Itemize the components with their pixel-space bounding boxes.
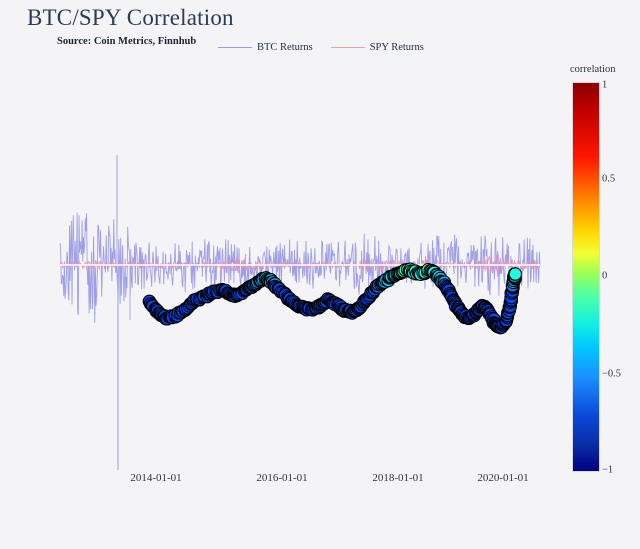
plot-canvas bbox=[59, 155, 541, 470]
colorbar-gradient bbox=[572, 82, 600, 472]
x-tick-label: 2018-01-01 bbox=[372, 472, 424, 484]
legend-item-btc-returns[interactable]: BTC Returns bbox=[218, 42, 313, 53]
legend-item-spy-returns[interactable]: SPY Returns bbox=[330, 41, 424, 53]
page-title: BTC/SPY Correlation bbox=[27, 5, 234, 30]
legend-line-icon bbox=[330, 46, 365, 48]
x-tick-label: 2014-01-01 bbox=[130, 472, 182, 484]
legend-label: BTC Returns bbox=[257, 41, 313, 53]
colorbar: correlation 1 0.5 0 −0.5 −1 bbox=[565, 62, 640, 482]
plot-area bbox=[0, 60, 560, 480]
x-axis: 2014-01-01 2016-01-01 2018-01-01 2020-01… bbox=[0, 472, 560, 492]
x-tick-label: 2016-01-01 bbox=[256, 472, 308, 484]
colorbar-tick-label: 0.5 bbox=[602, 173, 616, 185]
chart-subtitle: Source: Coin Metrics, Finnhub bbox=[57, 36, 197, 47]
chart-legend: BTC Returns SPY Returns bbox=[218, 40, 424, 54]
x-tick-label: 2020-01-01 bbox=[477, 472, 529, 484]
colorbar-tick-label: 1 bbox=[602, 79, 608, 91]
series-correlation-markers bbox=[142, 262, 523, 335]
colorbar-tick-label: 0 bbox=[602, 270, 608, 282]
colorbar-tick-label: −0.5 bbox=[602, 368, 622, 380]
correlation-marker bbox=[508, 267, 523, 281]
legend-label: SPY Returns bbox=[369, 41, 424, 53]
series-spy-returns bbox=[59, 254, 541, 277]
colorbar-title: correlation bbox=[570, 64, 616, 75]
colorbar-tick-label: −1 bbox=[602, 464, 614, 476]
legend-line-icon bbox=[218, 46, 252, 48]
